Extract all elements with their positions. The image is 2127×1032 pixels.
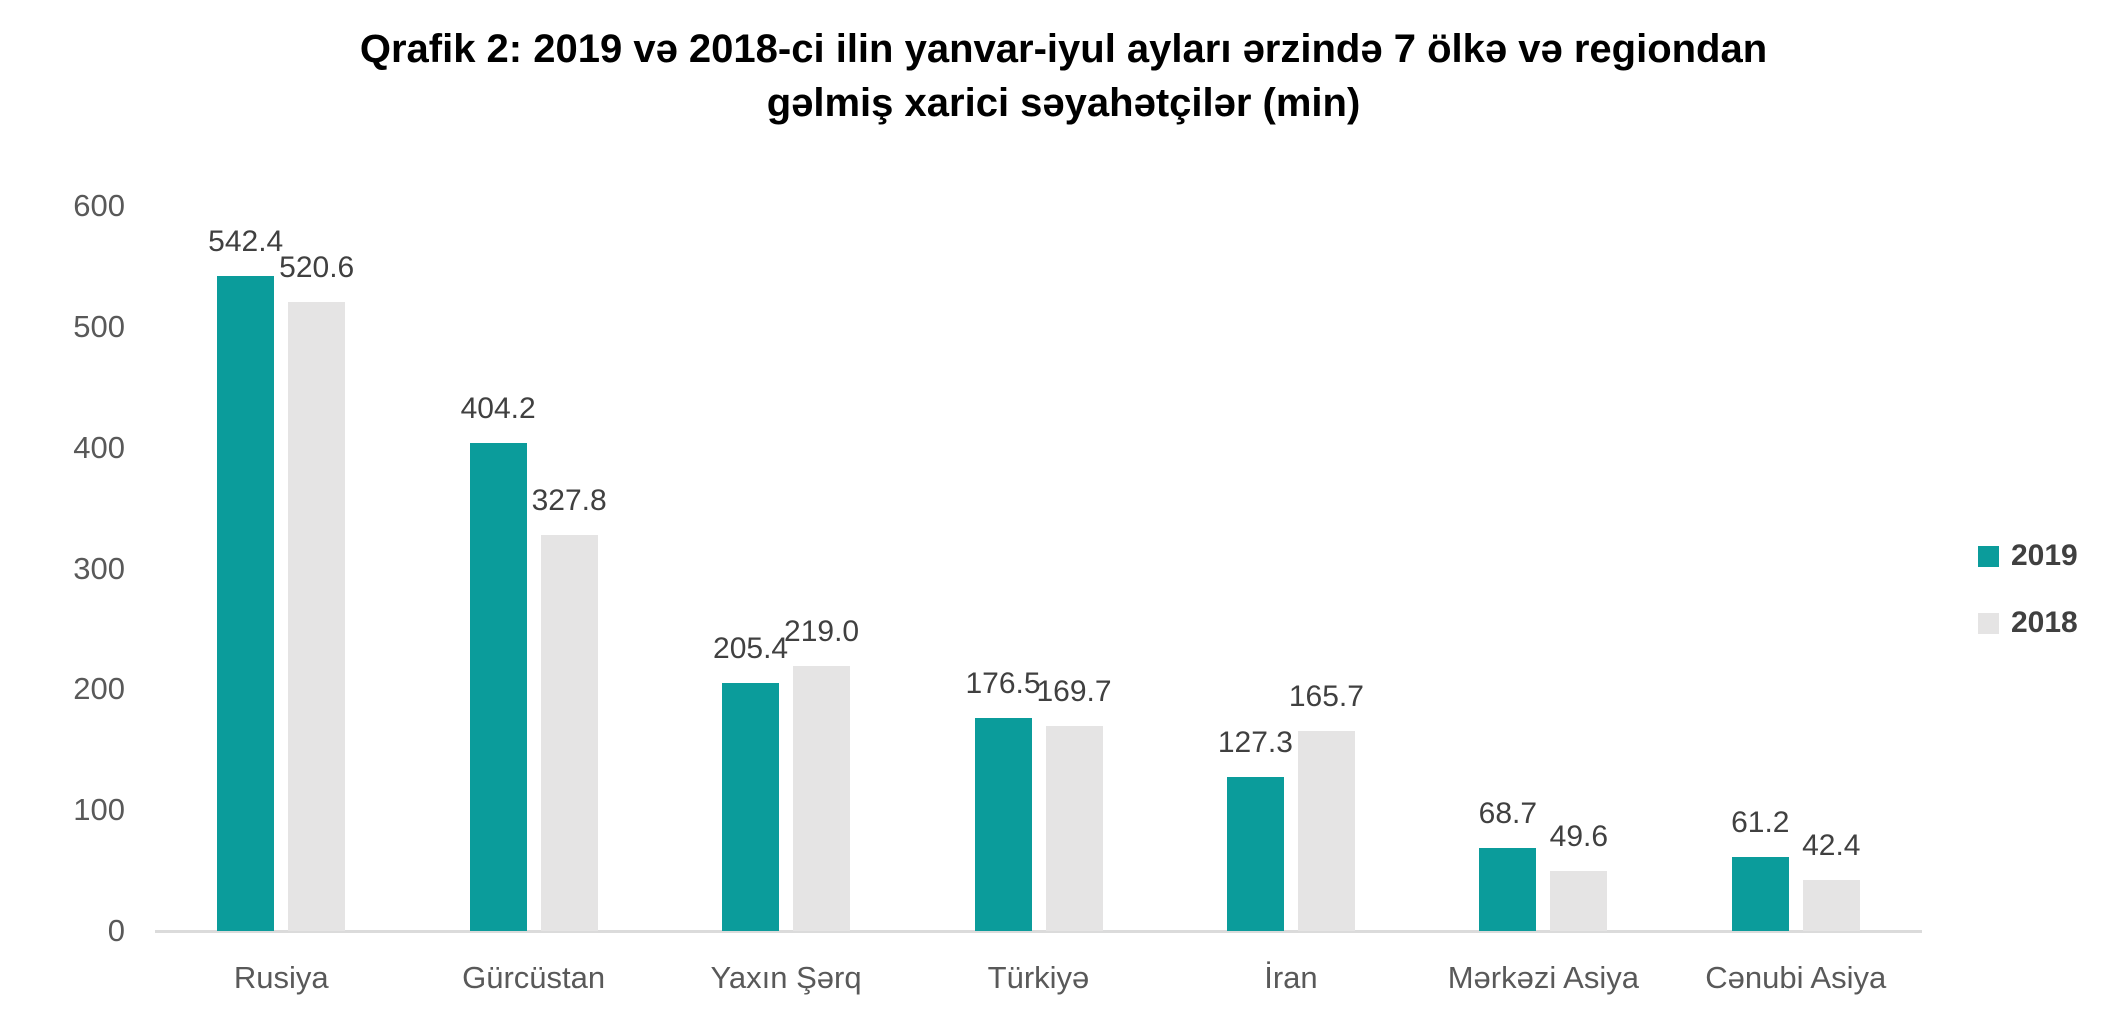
category-label-0: Rusiya	[233, 960, 329, 995]
data-label-2018-2: 219.0	[784, 615, 860, 649]
data-label-2018-3: 169.7	[1036, 674, 1112, 708]
bar-2018-5	[1550, 871, 1608, 931]
data-label-2019-5: 68.7	[1478, 796, 1538, 830]
bar-2018-6	[1802, 879, 1860, 931]
legend-label-2018: 2018	[2011, 606, 2078, 639]
y-axis-tick-label-600: 600	[73, 188, 125, 223]
legend-swatch-2018-icon	[1978, 612, 1999, 634]
category-label-1: Gürcüstan	[462, 960, 606, 995]
category-label-4: İran	[1264, 960, 1318, 995]
y-axis-tick-label-200: 200	[73, 671, 125, 707]
y-axis-tick-label-400: 400	[73, 429, 125, 465]
bar-2019-1	[469, 442, 527, 931]
legend-label-2019: 2019	[2011, 539, 2078, 572]
bar-2019-4	[1226, 777, 1284, 931]
bar-2019-2	[722, 682, 780, 931]
bar-2018-2	[793, 666, 851, 931]
data-label-2019-2: 205.4	[713, 631, 789, 665]
data-label-2018-4: 165.7	[1288, 679, 1364, 713]
legend-item-2019: 2019	[1978, 538, 2078, 574]
category-label-6: Cənubi Asiya	[1705, 960, 1887, 995]
data-label-2018-5: 49.6	[1549, 820, 1609, 854]
data-label-2019-1: 404.2	[460, 391, 536, 425]
data-label-2019-6: 61.2	[1731, 806, 1790, 840]
bar-2019-5	[1479, 847, 1537, 931]
data-label-2019-0: 542.4	[208, 224, 284, 258]
y-axis-tick-label-100: 100	[73, 792, 125, 828]
data-label-2019-4: 127.3	[1217, 726, 1293, 760]
x-axis-line	[155, 930, 1922, 933]
y-axis-tick-label-500: 500	[73, 308, 125, 344]
legend: 2019 2018	[1978, 538, 2078, 641]
legend-swatch-2019-icon	[1978, 545, 1999, 567]
chart-title-line1: Qrafik 2: 2019 və 2018-ci ilin yanvar-iy…	[359, 27, 1768, 71]
bar-2019-0	[217, 275, 275, 931]
bar-2018-4	[1297, 730, 1355, 931]
bar-2019-6	[1731, 857, 1789, 931]
bar-2018-1	[540, 534, 598, 931]
category-label-3: Türkiyə	[987, 960, 1090, 995]
legend-item-2018: 2018	[1978, 605, 2078, 641]
data-label-2018-1: 327.8	[531, 483, 607, 517]
chart-title-line2: gəlmiş xarici səyahətçilər (min)	[766, 81, 1361, 125]
bar-2018-3	[1045, 725, 1103, 931]
data-label-2018-0: 520.6	[279, 250, 355, 284]
category-label-5: Mərkəzi Asiya	[1447, 960, 1639, 995]
bar-2018-0	[288, 301, 346, 931]
chart-title: Qrafik 2: 2019 və 2018-ci ilin yanvar-iy…	[0, 22, 2127, 130]
y-axis-tick-label-0: 0	[107, 913, 125, 948]
data-label-2019-3: 176.5	[965, 666, 1041, 700]
bar-2019-3	[974, 717, 1032, 931]
category-label-2: Yaxın Şərq	[710, 960, 862, 995]
y-axis-tick-label-300: 300	[73, 550, 125, 586]
data-label-2018-6: 42.4	[1802, 828, 1861, 862]
